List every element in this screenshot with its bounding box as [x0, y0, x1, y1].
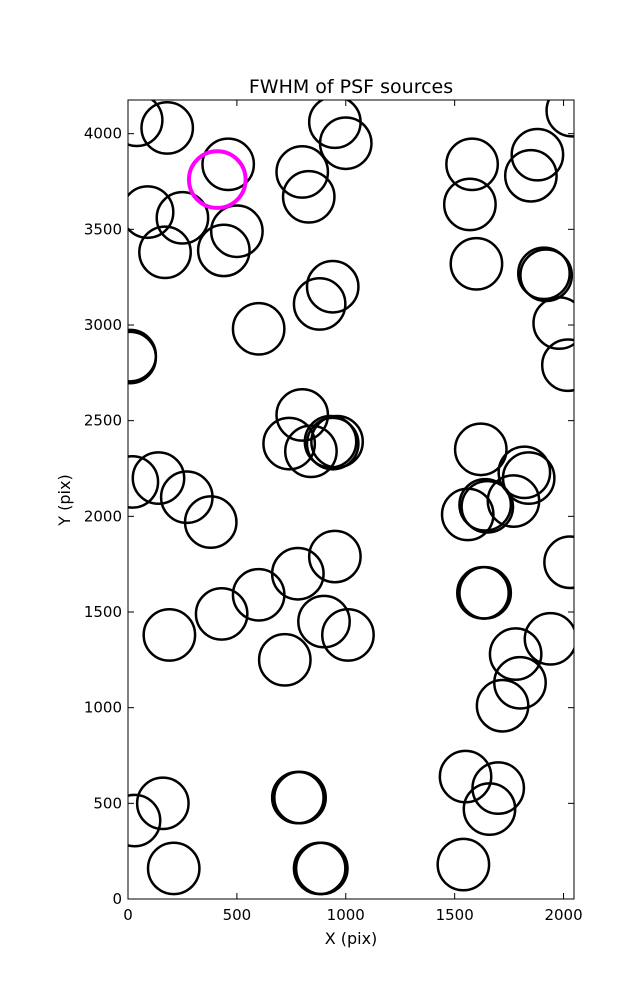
psf-source-circle — [135, 776, 190, 831]
psf-source-circle — [453, 422, 508, 477]
psf-source-circle — [449, 236, 504, 291]
psf-source-circle — [318, 116, 373, 171]
psf-source-circle — [275, 387, 330, 442]
psf-source-circle — [273, 770, 327, 825]
y-tick-label: 3000 — [84, 316, 122, 334]
psf-source-circle — [307, 100, 362, 150]
psf-source-circle — [545, 100, 574, 138]
psf-source-circle — [292, 841, 347, 896]
psf-source-circle — [194, 586, 249, 641]
x-axis: 0 500 1000 1500 2000 — [123, 100, 583, 924]
psf-source-circle — [183, 495, 238, 550]
y-tick-label: 2000 — [84, 507, 122, 525]
psf-source-circle — [131, 451, 186, 506]
psf-circles — [128, 100, 574, 896]
psf-source-circle — [440, 487, 495, 542]
psf-source-circle — [523, 611, 574, 666]
psf-source-circle — [140, 100, 195, 155]
psf-source-circle — [209, 204, 264, 259]
psf-source-circle — [128, 793, 162, 848]
x-tick-label: 2000 — [544, 906, 582, 924]
psf-source-circle — [486, 474, 541, 528]
plot-frame — [127, 99, 575, 900]
psf-source-circle — [128, 100, 164, 148]
psf-source-circle — [462, 782, 517, 837]
psf-source-circle — [297, 594, 351, 649]
psf-source-circle — [517, 246, 571, 301]
psf-source-circle — [471, 761, 526, 815]
y-tick-label: 2500 — [84, 412, 122, 430]
y-axis-label: Y (pix) — [55, 474, 74, 526]
psf-source-circle — [275, 144, 330, 199]
psf-source-circle — [257, 632, 312, 687]
psf-source-circle — [307, 529, 362, 584]
psf-source-circle — [493, 655, 547, 710]
chart-title: FWHM of PSF sources — [249, 76, 453, 98]
x-axis-label: X (pix) — [325, 929, 378, 948]
psf-source-circle — [128, 185, 175, 240]
psf-source-circle — [532, 296, 574, 351]
psf-source-circle — [456, 565, 510, 620]
psf-source-circle — [155, 190, 210, 245]
psf-source-circle — [458, 565, 513, 620]
y-tick-label: 500 — [93, 794, 122, 812]
psf-source-circle — [321, 608, 375, 662]
psf-source-circle — [438, 749, 493, 804]
psf-source-circle — [292, 277, 347, 331]
y-tick-label: 1000 — [84, 699, 122, 717]
psf-source-circle — [442, 177, 497, 232]
psf-source-circle — [201, 137, 256, 192]
psf-source-circle — [281, 169, 336, 224]
psf-source-circle — [231, 567, 286, 622]
psf-source-circle — [503, 148, 558, 203]
y-tick-label: 1500 — [84, 603, 122, 621]
psf-source-circle — [488, 627, 543, 682]
psf-source-circle — [475, 678, 530, 733]
psf-source-circle — [540, 338, 574, 393]
y-tick-label: 0 — [112, 890, 122, 908]
psf-source-circle — [543, 535, 574, 590]
psf-source-circle — [436, 837, 491, 892]
x-tick-label: 0 — [123, 906, 133, 924]
psf-source-circle — [305, 259, 360, 314]
x-tick-label: 1500 — [436, 906, 474, 924]
psf-source-circle — [510, 127, 565, 182]
psf-source-circle — [128, 330, 158, 385]
psf-source-circle — [458, 477, 513, 532]
psf-source-circle — [146, 841, 201, 896]
psf-source-circle — [196, 223, 251, 278]
psf-source-circle — [445, 137, 500, 192]
psf-source-circle — [138, 225, 192, 280]
x-tick-label: 500 — [223, 906, 252, 924]
highlighted-psf-source-circle — [186, 149, 248, 210]
psf-source-circle — [305, 416, 360, 471]
y-tick-label: 4000 — [84, 125, 122, 143]
psf-source-circle — [497, 445, 552, 500]
x-tick-label: 1000 — [327, 906, 365, 924]
psf-source-circle — [262, 416, 317, 471]
psf-source-circle — [310, 414, 365, 469]
psf-source-circle — [519, 248, 574, 303]
y-tick-label: 3500 — [84, 220, 122, 238]
psf-source-circle — [270, 770, 325, 825]
psf-source-circle — [142, 608, 197, 662]
y-axis: 0 500 1000 1500 2000 2500 3000 3500 4000 — [84, 125, 574, 908]
psf-source-circle — [128, 454, 160, 509]
psf-source-circle — [231, 301, 286, 356]
psf-source-circle — [294, 841, 349, 896]
